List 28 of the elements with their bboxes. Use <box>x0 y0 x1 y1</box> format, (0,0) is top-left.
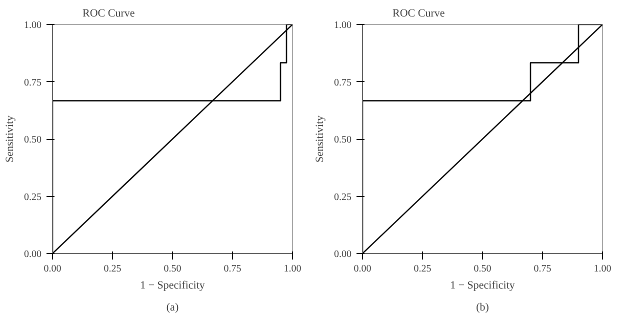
y-tick-label: 0.75 <box>24 77 42 88</box>
x-tick-label: 1.00 <box>284 264 302 274</box>
y-axis-title: Sensitivity <box>314 114 326 163</box>
y-tick-label: 0.50 <box>334 134 352 146</box>
text: (b) <box>476 302 490 314</box>
y-tick-label: 1.00 <box>334 20 352 31</box>
y-tick-label: 0.00 <box>334 249 352 260</box>
y-tick-label: 0.50 <box>24 134 42 146</box>
chart-title: ROC Curve <box>82 8 135 20</box>
text: (a) <box>166 302 179 314</box>
x-axis-title: 1 − Specificity <box>450 280 516 292</box>
x-tick-label: 0.00 <box>354 264 372 274</box>
y-tick-label: 1.00 <box>24 20 42 31</box>
y-tick-label: 0.25 <box>334 192 352 203</box>
x-tick-label: 0.75 <box>224 264 242 274</box>
x-tick-label: 1.00 <box>594 264 612 274</box>
x-axis-title: 1 − Specificity <box>140 280 206 292</box>
x-tick-label: 0.00 <box>44 264 62 274</box>
x-tick-label: 0.50 <box>474 264 492 274</box>
y-axis-title: Sensitivity <box>4 114 16 163</box>
y-tick-label: 0.25 <box>24 192 42 203</box>
chart-title: ROC Curve <box>392 8 445 20</box>
x-tick-label: 0.25 <box>414 264 432 274</box>
y-tick-label: 0.75 <box>334 77 352 88</box>
x-tick-label: 0.50 <box>164 264 182 274</box>
y-tick-label: 0.00 <box>24 249 42 260</box>
x-tick-label: 0.25 <box>104 264 122 274</box>
x-tick-label: 0.75 <box>534 264 552 274</box>
